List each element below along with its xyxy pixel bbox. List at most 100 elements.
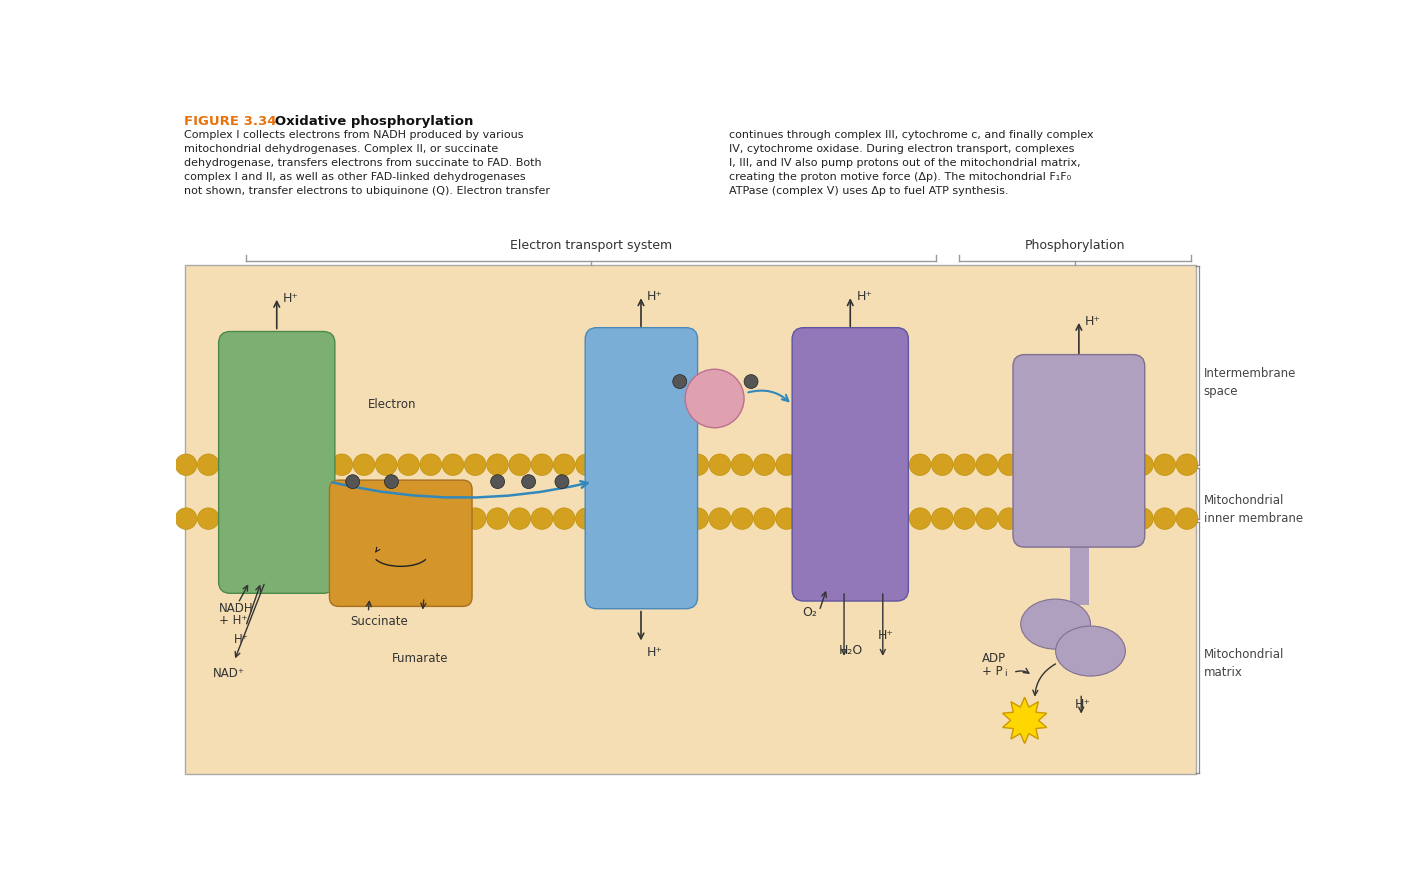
Text: Fumarate: Fumarate (391, 652, 448, 664)
Circle shape (1110, 454, 1131, 476)
Circle shape (508, 509, 531, 530)
Text: Phosphorylation: Phosphorylation (1025, 239, 1125, 252)
Circle shape (353, 509, 375, 530)
Text: continues through complex III, cytochrome c, and finally complex
IV, cytochrome : continues through complex III, cytochrom… (729, 130, 1094, 196)
Circle shape (865, 454, 887, 476)
Text: + H⁺: + H⁺ (218, 613, 248, 626)
Circle shape (1176, 509, 1198, 530)
Circle shape (976, 509, 998, 530)
Circle shape (576, 509, 597, 530)
Text: Succinate: Succinate (351, 615, 408, 627)
Text: c: c (711, 402, 718, 411)
Circle shape (821, 509, 842, 530)
Circle shape (710, 454, 731, 476)
Circle shape (331, 454, 352, 476)
Text: V: V (1073, 458, 1084, 473)
Circle shape (731, 509, 753, 530)
FancyBboxPatch shape (586, 328, 697, 609)
Circle shape (821, 454, 842, 476)
Text: Complex: Complex (1046, 433, 1111, 446)
Circle shape (753, 509, 776, 530)
Circle shape (197, 454, 220, 476)
Circle shape (1155, 454, 1176, 476)
Ellipse shape (1021, 599, 1091, 649)
Circle shape (642, 454, 665, 476)
Text: Complex II: Complex II (362, 501, 441, 514)
Circle shape (1064, 509, 1087, 530)
Circle shape (346, 475, 359, 489)
Text: Intermembrane
space: Intermembrane space (1204, 367, 1295, 397)
Circle shape (1132, 509, 1153, 530)
Circle shape (553, 509, 574, 530)
Circle shape (465, 454, 486, 476)
Circle shape (910, 509, 931, 530)
FancyBboxPatch shape (1012, 355, 1145, 547)
Circle shape (521, 475, 535, 489)
Text: I: I (273, 461, 280, 480)
Circle shape (998, 509, 1019, 530)
Circle shape (953, 454, 976, 476)
Circle shape (308, 454, 331, 476)
Text: FIGURE 3.34: FIGURE 3.34 (184, 115, 276, 127)
Circle shape (642, 509, 665, 530)
Circle shape (265, 454, 286, 476)
Circle shape (620, 509, 642, 530)
Polygon shape (1002, 697, 1046, 744)
Circle shape (376, 454, 397, 476)
Bar (1070, 536, 1088, 605)
Circle shape (442, 509, 463, 530)
Text: + P: + P (981, 665, 1002, 677)
Text: FAD: FAD (360, 531, 383, 544)
Circle shape (397, 454, 420, 476)
Circle shape (420, 509, 442, 530)
Circle shape (397, 509, 420, 530)
Circle shape (620, 454, 642, 476)
Circle shape (1132, 454, 1153, 476)
Circle shape (376, 509, 397, 530)
Text: H⁺: H⁺ (1074, 697, 1091, 710)
Text: H⁺: H⁺ (856, 289, 873, 303)
Circle shape (442, 454, 463, 476)
Circle shape (976, 454, 998, 476)
Circle shape (286, 509, 308, 530)
Circle shape (887, 454, 908, 476)
Text: Complex: Complex (245, 441, 308, 454)
Circle shape (175, 509, 197, 530)
Circle shape (665, 509, 686, 530)
Circle shape (1043, 454, 1064, 476)
Circle shape (465, 509, 486, 530)
Circle shape (331, 509, 352, 530)
Circle shape (490, 475, 504, 489)
Text: Electron: Electron (369, 397, 417, 410)
Circle shape (1021, 509, 1042, 530)
Text: ADP: ADP (981, 652, 1007, 664)
Circle shape (887, 509, 908, 530)
Circle shape (1087, 509, 1110, 530)
Circle shape (665, 454, 686, 476)
Text: H⁺: H⁺ (648, 645, 663, 658)
FancyBboxPatch shape (218, 332, 335, 594)
Circle shape (687, 509, 708, 530)
Circle shape (798, 509, 819, 530)
Bar (186, 265, 1195, 774)
Circle shape (842, 454, 865, 476)
Circle shape (953, 509, 976, 530)
Circle shape (531, 454, 553, 476)
Circle shape (1155, 509, 1176, 530)
Circle shape (776, 509, 797, 530)
Circle shape (353, 454, 375, 476)
Circle shape (910, 454, 931, 476)
Text: Mitochondrial
inner membrane: Mitochondrial inner membrane (1204, 494, 1302, 524)
Text: Cyt: Cyt (705, 389, 724, 399)
Circle shape (798, 454, 819, 476)
Circle shape (1087, 454, 1110, 476)
Circle shape (1043, 509, 1064, 530)
Circle shape (932, 454, 953, 476)
Circle shape (687, 454, 708, 476)
Circle shape (220, 509, 241, 530)
Circle shape (531, 509, 553, 530)
Text: III: III (632, 460, 649, 475)
Circle shape (598, 509, 620, 530)
Circle shape (308, 509, 331, 530)
Circle shape (686, 370, 743, 428)
